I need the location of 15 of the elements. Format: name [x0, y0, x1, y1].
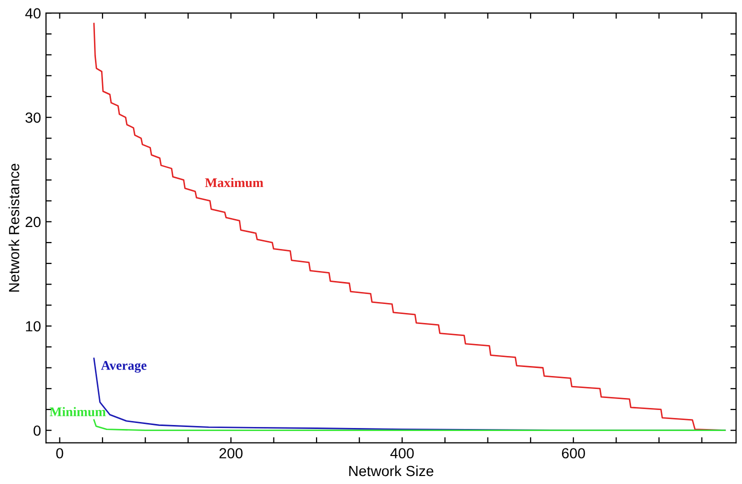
series-label: Minimum — [50, 406, 106, 416]
y-tick-label: 10 — [26, 321, 41, 332]
series-label: Average — [101, 361, 146, 373]
series-label: Maximum — [205, 178, 264, 188]
y-tick-label: 40 — [25, 8, 41, 18]
x-axis-title: Network Size — [349, 465, 434, 476]
x-tick-label: 400 — [390, 448, 414, 458]
y-tick-label: 20 — [26, 216, 41, 228]
x-tick-label: 0 — [56, 448, 64, 458]
x-tick-label: 200 — [220, 448, 243, 458]
y-tick-label: 30 — [25, 112, 41, 123]
y-tick-label: 0 — [34, 425, 41, 436]
line-series — [93, 419, 726, 432]
x-tick-label: 600 — [562, 448, 585, 458]
y-axis-title: Network Resistance — [8, 164, 20, 292]
